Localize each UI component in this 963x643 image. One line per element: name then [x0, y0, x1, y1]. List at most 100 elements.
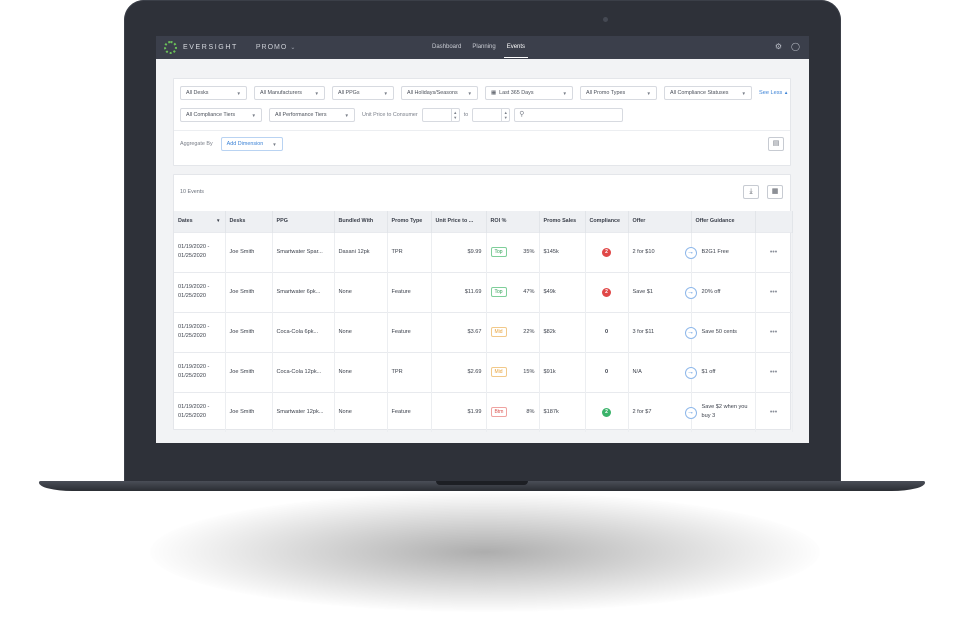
nav-planning[interactable]: Planning [472, 44, 496, 50]
date-range-dropdown[interactable]: ▦ Last 365 Days ▼ [485, 86, 573, 100]
table-body: 01/19/2020 - 01/25/2020 Joe Smith Smartwat… [174, 231, 793, 432]
cell-bundled: None [334, 311, 388, 352]
col-dates[interactable]: Dates ▼ [174, 211, 226, 232]
compliance-count: 0 [604, 369, 609, 375]
holidays-dropdown[interactable]: All Holidays/Seasons ▼ [401, 86, 478, 100]
stepper-icon[interactable]: ▲ ▼ [450, 109, 459, 121]
offer-value: 2 for $10 [632, 249, 655, 255]
cell-offer: 2 for $7 → [628, 391, 697, 432]
compliance-statuses-dropdown[interactable]: All Compliance Statuses ▼ [664, 86, 752, 100]
cell-offer: 3 for $11 → [628, 311, 697, 352]
caret-down-icon: ▼ [562, 90, 567, 96]
eversight-logo-icon[interactable] [164, 41, 177, 54]
table-row[interactable]: 01/19/2020 - 01/25/2020 Joe Smith Coca-Col… [174, 351, 793, 392]
cell-offer: Save $1 → [628, 271, 697, 312]
sort-icon[interactable]: ▼ [216, 218, 221, 224]
brand-name[interactable]: EVERSIGHT [183, 44, 238, 51]
table-icon: ▦ [771, 188, 779, 195]
caret-down-icon: ▼ [646, 90, 651, 96]
caret-down-icon: ▼ [467, 90, 472, 96]
more-icon[interactable]: ••• [755, 311, 793, 352]
compliance-badge[interactable]: 2 [602, 407, 611, 417]
unit-price-min-input[interactable]: ▲ ▼ [421, 108, 460, 122]
col-unit-price[interactable]: Unit Price to ... [431, 211, 487, 232]
arrow-right-icon[interactable]: → [684, 286, 697, 299]
nav-icons: ⚙ ◯ [775, 42, 800, 52]
ppgs-dropdown[interactable]: All PPGs ▼ [332, 86, 394, 100]
search-input[interactable]: ⚲ [514, 108, 624, 122]
unit-price-max-input[interactable]: ▲ ▼ [472, 108, 511, 122]
table-row[interactable]: 01/19/2020 - 01/25/2020 Joe Smith Smartwat… [174, 231, 793, 272]
col-label: Dates [178, 218, 193, 225]
cell-ppg: Coca-Cola 6pk... [272, 311, 335, 352]
cell-compliance: 2 [585, 391, 629, 432]
col-promo-sales[interactable]: Promo Sales [539, 211, 586, 232]
chevron-down-icon[interactable]: ⌄ [290, 45, 296, 51]
col-actions [755, 211, 793, 232]
col-promo-type[interactable]: Promo Type [387, 211, 432, 232]
col-roi[interactable]: ROI % [486, 211, 540, 232]
promo-types-dropdown[interactable]: All Promo Types ▼ [580, 86, 657, 100]
stepper-icon[interactable]: ▲ ▼ [501, 109, 509, 121]
dropdown-label: All Compliance Statuses [670, 90, 729, 96]
cell-promo-type: TPR [387, 351, 432, 392]
arrow-right-icon[interactable]: → [684, 326, 697, 339]
cell-offer-guidance: Save 50 cents [691, 311, 756, 352]
desks-dropdown[interactable]: All Desks ▼ [180, 86, 247, 100]
caret-down-icon: ▼ [251, 112, 256, 118]
download-icon: ⤓ [749, 188, 753, 195]
chart-toggle-button[interactable]: ▤ [768, 137, 784, 151]
see-less-link[interactable]: See Less ▲ [759, 90, 788, 96]
compliance-badge[interactable]: 2 [602, 247, 611, 257]
events-table: Dates ▼ Desks PPG Bundled With Promo Type… [174, 211, 793, 432]
cell-promo-type: Feature [387, 311, 432, 352]
cell-bundled: None [334, 351, 388, 392]
col-ppg[interactable]: PPG [272, 211, 335, 232]
caret-down-icon: ▼ [272, 141, 277, 147]
see-less-label: See Less [759, 90, 783, 96]
cell-ppg: Coca-Cola 12pk... [272, 351, 335, 392]
tier-badge: Mid [490, 367, 507, 377]
compliance-badge[interactable]: 2 [602, 287, 611, 297]
nav-dashboard[interactable]: Dashboard [432, 44, 462, 50]
more-icon[interactable]: ••• [755, 391, 793, 432]
cell-promo-type: TPR [387, 231, 432, 272]
user-icon[interactable]: ◯ [791, 42, 800, 51]
more-icon[interactable]: ••• [755, 231, 793, 272]
roi-value: 35% [523, 249, 535, 255]
cell-unit-price: $11.69 [431, 271, 487, 312]
more-icon[interactable]: ••• [755, 351, 793, 392]
cell-promo-sales: $145k [539, 231, 586, 272]
col-bundled[interactable]: Bundled With [334, 211, 388, 232]
manufacturers-dropdown[interactable]: All Manufacturers ▼ [254, 86, 325, 100]
more-icon[interactable]: ••• [755, 271, 793, 312]
cell-offer-guidance: Save $2 when you buy 3 [691, 391, 756, 432]
arrow-right-icon[interactable]: → [684, 406, 697, 419]
cell-bundled: None [334, 271, 388, 312]
search-icon: ⚲ [519, 111, 525, 118]
col-compliance[interactable]: Compliance [585, 211, 629, 232]
compliance-tiers-dropdown[interactable]: All Compliance Tiers ▼ [180, 108, 262, 122]
download-button[interactable]: ⤓ [743, 185, 759, 199]
cell-promo-sales: $91k [539, 351, 586, 392]
cell-unit-price: $2.69 [431, 351, 487, 392]
gear-icon[interactable]: ⚙ [774, 42, 783, 51]
table-row[interactable]: 01/19/2020 - 01/25/2020 Joe Smith Coca-Col… [174, 311, 793, 352]
col-desks[interactable]: Desks [225, 211, 273, 232]
col-offer-guidance[interactable]: Offer Guidance [691, 211, 756, 232]
cell-bundled: None [334, 391, 388, 432]
cell-unit-price: $3.67 [431, 311, 487, 352]
performance-tiers-dropdown[interactable]: All Performance Tiers ▼ [269, 108, 355, 122]
cell-dates: 01/19/2020 - 01/25/2020 [174, 311, 226, 352]
col-offer[interactable]: Offer [628, 211, 692, 232]
arrow-right-icon[interactable]: → [684, 246, 697, 259]
table-header-row: Dates ▼ Desks PPG Bundled With Promo Type… [174, 211, 793, 232]
add-dimension-dropdown[interactable]: Add Dimension ▼ [220, 137, 283, 151]
nav-links: Dashboard Planning Events [432, 36, 529, 59]
module-switcher[interactable]: PROMO [255, 44, 288, 51]
table-row[interactable]: 01/19/2020 - 01/25/2020 Joe Smith Smartwat… [174, 271, 793, 312]
table-row[interactable]: 01/19/2020 - 01/25/2020 Joe Smith Smartwat… [174, 391, 793, 432]
columns-button[interactable]: ▦ [767, 185, 783, 199]
nav-events[interactable]: Events [503, 36, 529, 59]
arrow-right-icon[interactable]: → [684, 366, 697, 379]
